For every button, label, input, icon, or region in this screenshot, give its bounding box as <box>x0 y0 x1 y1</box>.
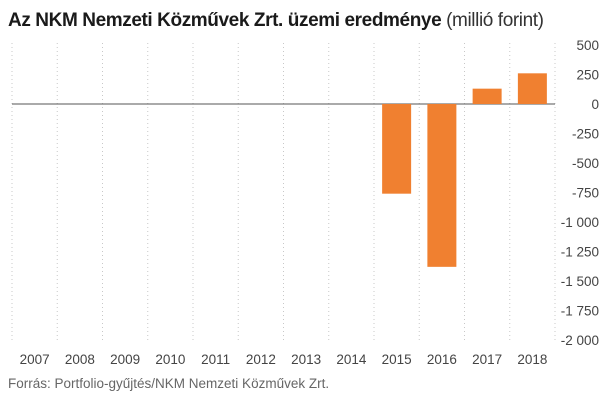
bar-2016 <box>427 104 457 267</box>
x-tick-label: 2017 <box>472 352 502 367</box>
x-tick-label: 2012 <box>246 352 276 367</box>
chart-subtitle: (millió forint) <box>446 10 544 31</box>
x-tick-label: 2016 <box>427 352 457 367</box>
y-tick-label: 500 <box>576 38 599 53</box>
y-tick-label: -1 000 <box>561 215 599 230</box>
chart-title: Az NKM Nemzeti Közművek Zrt. üzemi eredm… <box>8 10 442 31</box>
x-tick-label: 2009 <box>110 352 140 367</box>
bar-2017 <box>472 88 502 104</box>
x-tick-label: 2018 <box>517 352 547 367</box>
x-tick-label: 2010 <box>155 352 185 367</box>
x-tick-label: 2007 <box>20 352 50 367</box>
x-tick-label: 2014 <box>336 352 367 367</box>
x-tick-label: 2013 <box>291 352 321 367</box>
y-tick-label: -1 750 <box>561 304 599 319</box>
chart-title-row: Az NKM Nemzeti Közművek Zrt. üzemi eredm… <box>8 10 544 32</box>
bar-2015 <box>382 104 412 194</box>
x-tick-label: 2015 <box>382 352 412 367</box>
x-tick-label: 2008 <box>65 352 95 367</box>
y-tick-label: -2 000 <box>561 333 599 348</box>
y-tick-label: -750 <box>572 186 599 201</box>
chart-source: Forrás: Portfolio-gyűjtés/NKM Nemzeti Kö… <box>8 376 330 391</box>
y-tick-label: -250 <box>572 127 599 142</box>
y-tick-label: -1 500 <box>561 274 599 289</box>
y-tick-label: 0 <box>591 97 599 112</box>
x-tick-label: 2011 <box>201 352 230 367</box>
bar-2018 <box>517 73 547 104</box>
y-tick-label: 250 <box>576 68 599 83</box>
y-tick-label: -500 <box>572 156 599 171</box>
y-tick-label: -1 250 <box>561 245 599 260</box>
